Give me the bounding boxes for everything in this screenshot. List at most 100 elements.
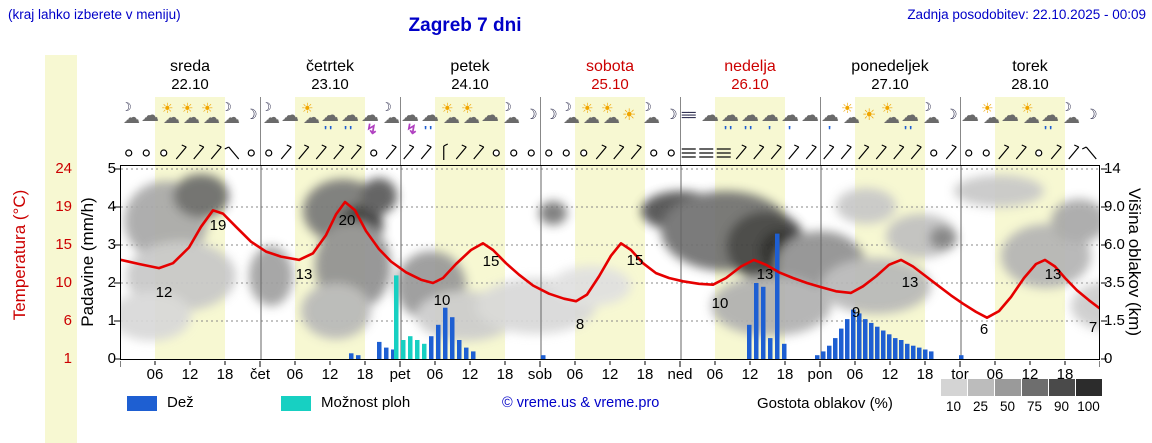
day-date: 25.10 — [591, 76, 629, 93]
glyph: ☁ — [1063, 108, 1080, 127]
glyph: ☁ — [883, 108, 900, 127]
glyph: '' — [724, 123, 735, 138]
glyph: ☁ — [721, 105, 739, 125]
day-header: torek 28.10 — [960, 57, 1100, 94]
sun-cloud-icon: ☀ ☁ — [200, 99, 220, 141]
calm-circle — [247, 149, 255, 157]
drizzle-icon: ☁ ' — [780, 99, 800, 141]
glyph: ☽ — [381, 100, 392, 114]
day-name: nedelja — [724, 58, 776, 75]
day-separator — [820, 97, 821, 165]
glyph: ☽ — [921, 100, 932, 114]
svg-text:12: 12 — [156, 284, 173, 301]
rain-icon: ☁ '' — [720, 99, 740, 141]
temp-tick: 1 — [63, 350, 72, 367]
day-header: ponedeljek 27.10 — [820, 57, 960, 94]
rain-icon: ☁ '' — [1040, 99, 1060, 141]
moon-icon: ☽ — [240, 99, 260, 141]
day-separator — [540, 97, 541, 165]
wind-barb — [403, 144, 415, 160]
temp-tick: 24 — [55, 160, 72, 177]
precipitation-axis-title: Padavine (mm/h) — [78, 197, 97, 327]
gradient-cell — [940, 379, 967, 396]
day-abbr-label: sob — [527, 366, 553, 383]
day-icons-group: ☁ ☀ ☁ ☁ ☀ ☁ ☁ '' ☽ ☁ ☽ — [960, 99, 1100, 141]
wind-barb — [805, 144, 817, 160]
glyph: ☁ — [223, 108, 240, 127]
gradient-cell — [1021, 379, 1048, 396]
glyph: ☁ — [1041, 105, 1059, 125]
sun-icon: ☀ — [620, 99, 640, 141]
glyph: ☀ — [201, 100, 214, 116]
glyph: ☁ — [961, 105, 979, 125]
location-hint: (kraj lahko izberete v meniju) — [8, 7, 181, 22]
sun-cloud-icon: ☀ ☁ — [1020, 99, 1040, 141]
temperature-curve — [121, 200, 1099, 319]
copyright-link[interactable]: © vreme.us & vreme.pro — [502, 395, 660, 411]
glyph: ☁ — [801, 105, 819, 125]
wind-barb — [443, 143, 449, 160]
hour-label: 12 — [741, 366, 759, 383]
glyph: ☁ — [923, 108, 940, 127]
svg-text:13: 13 — [757, 266, 774, 283]
glyph: ☽ — [245, 106, 258, 122]
wind-icon: ≡≡ — [680, 99, 700, 141]
hour-label: 18 — [496, 366, 514, 383]
glyph: ☁ — [983, 108, 1000, 127]
rain-bars — [349, 233, 964, 359]
glyph: ☀ — [981, 100, 994, 116]
wind-barb — [753, 144, 765, 160]
hour-label: 06 — [426, 366, 444, 383]
glyph: ☽ — [665, 106, 678, 122]
sun-cloud-icon: ☀ ☁ — [840, 99, 860, 141]
glyph: ☁ — [821, 105, 839, 125]
day-name: sreda — [169, 58, 211, 75]
wind-barb — [735, 144, 747, 160]
svg-text:15: 15 — [483, 253, 500, 270]
drizzle-icon: ☁ ' — [760, 99, 780, 141]
glyph: ☁ — [321, 105, 339, 125]
glyph: ☽ — [641, 100, 652, 114]
svg-text:13: 13 — [1045, 266, 1062, 283]
wind-barb — [875, 144, 887, 160]
day-name: ponedeljek — [851, 58, 929, 75]
cloud-icon: ☁ — [960, 99, 980, 141]
glyph: ☁ — [563, 108, 580, 127]
gradient-tick-label: 25 — [972, 399, 989, 414]
calm-circle — [562, 149, 570, 157]
cloud-density-legend-label: Gostota oblakov (%) — [757, 395, 893, 412]
hour-label: 12 — [601, 366, 619, 383]
glyph: '' — [344, 123, 355, 138]
wind-barbs-row — [125, 143, 1097, 160]
temp-tick: 19 — [55, 198, 72, 215]
gradient-cell — [967, 379, 994, 396]
wind-barb — [210, 144, 222, 160]
calm-circle — [510, 149, 518, 157]
day-icons-group: ☽ ☁ ☁ ☀ ☁ ☁ '' ☁ '' ☁ ↯ ☽ ☁ — [260, 99, 400, 141]
glyph: ☁ — [1023, 108, 1040, 127]
cloud-tick: 0 — [1104, 350, 1113, 367]
wind-barb — [823, 144, 835, 160]
wind-barb — [315, 144, 327, 160]
moon-icon: ☽ — [540, 99, 560, 141]
svg-text:19: 19 — [210, 217, 227, 234]
day-separator — [680, 97, 681, 165]
wind-barb — [224, 146, 240, 160]
glyph: ☽ — [261, 100, 272, 114]
calm-circle — [667, 149, 675, 157]
hour-label: 06 — [286, 366, 304, 383]
rain-icon: ☁ '' — [900, 99, 920, 141]
svg-text:7: 7 — [1089, 319, 1097, 336]
wind-barb — [858, 144, 870, 160]
hour-label: 06 — [566, 366, 584, 383]
left-yellow-strip — [45, 55, 77, 443]
hour-label: 06 — [146, 366, 164, 383]
wind-barb — [193, 144, 205, 160]
glyph: ☀ — [622, 107, 637, 124]
temperature-axis-title: Temperatura (°C) — [10, 189, 29, 321]
glyph: ☀ — [862, 107, 877, 124]
glyph: ☁ — [341, 105, 359, 125]
glyph: ☽ — [121, 100, 132, 114]
temp-tick: 15 — [55, 236, 72, 253]
wind-barb — [333, 144, 345, 160]
